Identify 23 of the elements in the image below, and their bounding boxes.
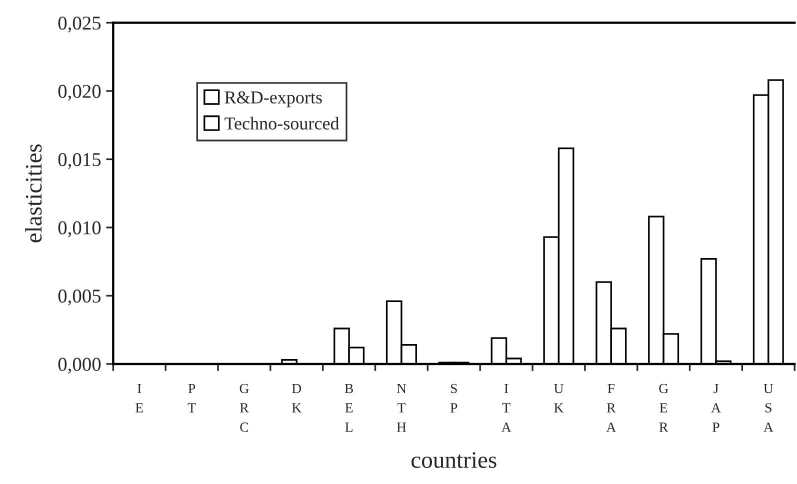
x-tick-label: UK [554, 384, 564, 412]
x-tick-label: JAP [711, 384, 721, 432]
y-tick-label: 0,020 [58, 84, 101, 101]
x-tick-label: BEL [344, 384, 354, 432]
x-tick-label: ITA [501, 384, 512, 432]
y-axis-title: elasticities [25, 144, 42, 242]
x-tick-label: NTH [396, 384, 406, 432]
x-axis-title: countries [412, 452, 496, 468]
y-tick-label: 0,005 [58, 290, 101, 306]
x-tick-label: DK [292, 384, 302, 412]
x-tick-label: SP [450, 384, 458, 412]
y-tick-label: 0,015 [58, 153, 101, 169]
legend-label: R&D-exports [224, 91, 322, 108]
x-tick-label: PT [188, 384, 196, 412]
x-tick-label: IE [136, 384, 143, 412]
x-tick-label: USA [764, 384, 774, 432]
x-tick-label: GRC [240, 384, 249, 432]
x-tick-label: GER [659, 384, 668, 432]
y-tick-label: 0,000 [58, 358, 101, 374]
y-tick-label: 0,025 [58, 16, 101, 32]
x-tick-label: FRA [606, 384, 616, 432]
legend-label: Techno-sourced [224, 116, 340, 130]
y-tick-label: 0,010 [58, 221, 101, 238]
